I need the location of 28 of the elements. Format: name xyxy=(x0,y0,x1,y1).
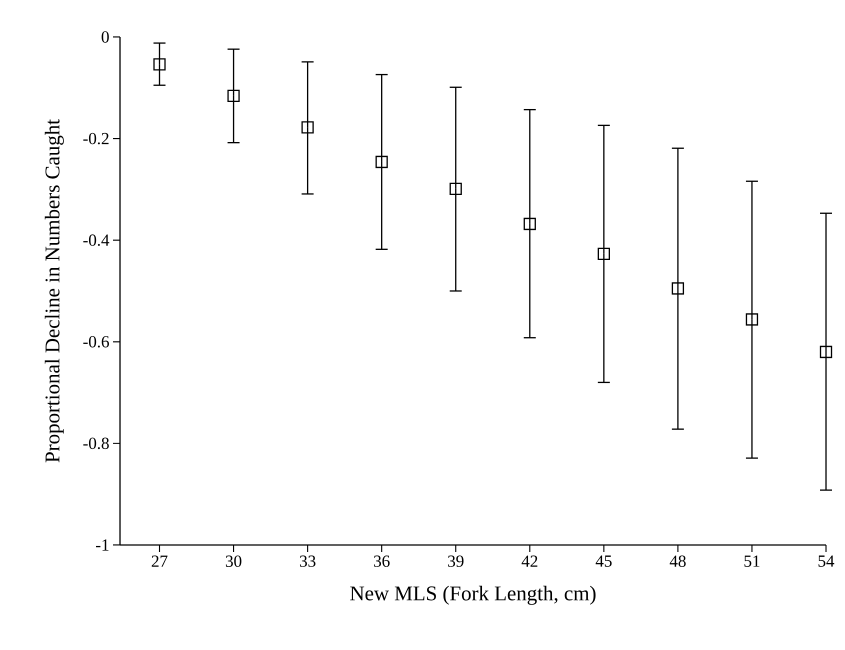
y-tick-label: -1 xyxy=(96,539,108,551)
x-tick-label: 27 xyxy=(152,556,168,567)
x-tick-label: 42 xyxy=(522,556,538,567)
y-tick-label: -0.8 xyxy=(83,438,109,450)
point xyxy=(376,156,388,168)
x-axis-title: New MLS (Fork Length, cm) xyxy=(350,586,596,605)
x-tick-label: 54 xyxy=(818,556,834,567)
y-axis-title: Proportional Decline in Numbers Caught xyxy=(44,119,64,462)
x-tick-label: 48 xyxy=(670,556,686,567)
point xyxy=(450,182,462,196)
point xyxy=(598,248,610,260)
y-tick-label: -0.4 xyxy=(83,234,110,246)
point xyxy=(524,218,536,230)
y-tick-label: -0.6 xyxy=(83,336,109,348)
x-tick-label: 33 xyxy=(300,556,316,567)
point xyxy=(227,90,240,102)
x-tick-label: 39 xyxy=(448,556,464,567)
point xyxy=(820,346,832,358)
point xyxy=(153,58,166,71)
x-tick-label: 51 xyxy=(744,556,760,567)
point xyxy=(301,121,314,134)
point xyxy=(672,282,684,295)
y-tick-label: 0 xyxy=(102,31,109,43)
point xyxy=(746,313,758,326)
y-tick-label: -0.2 xyxy=(83,132,109,144)
x-tick-label: 30 xyxy=(226,556,242,567)
x-tick-label: 45 xyxy=(596,556,612,567)
x-tick-label: 36 xyxy=(374,556,390,567)
